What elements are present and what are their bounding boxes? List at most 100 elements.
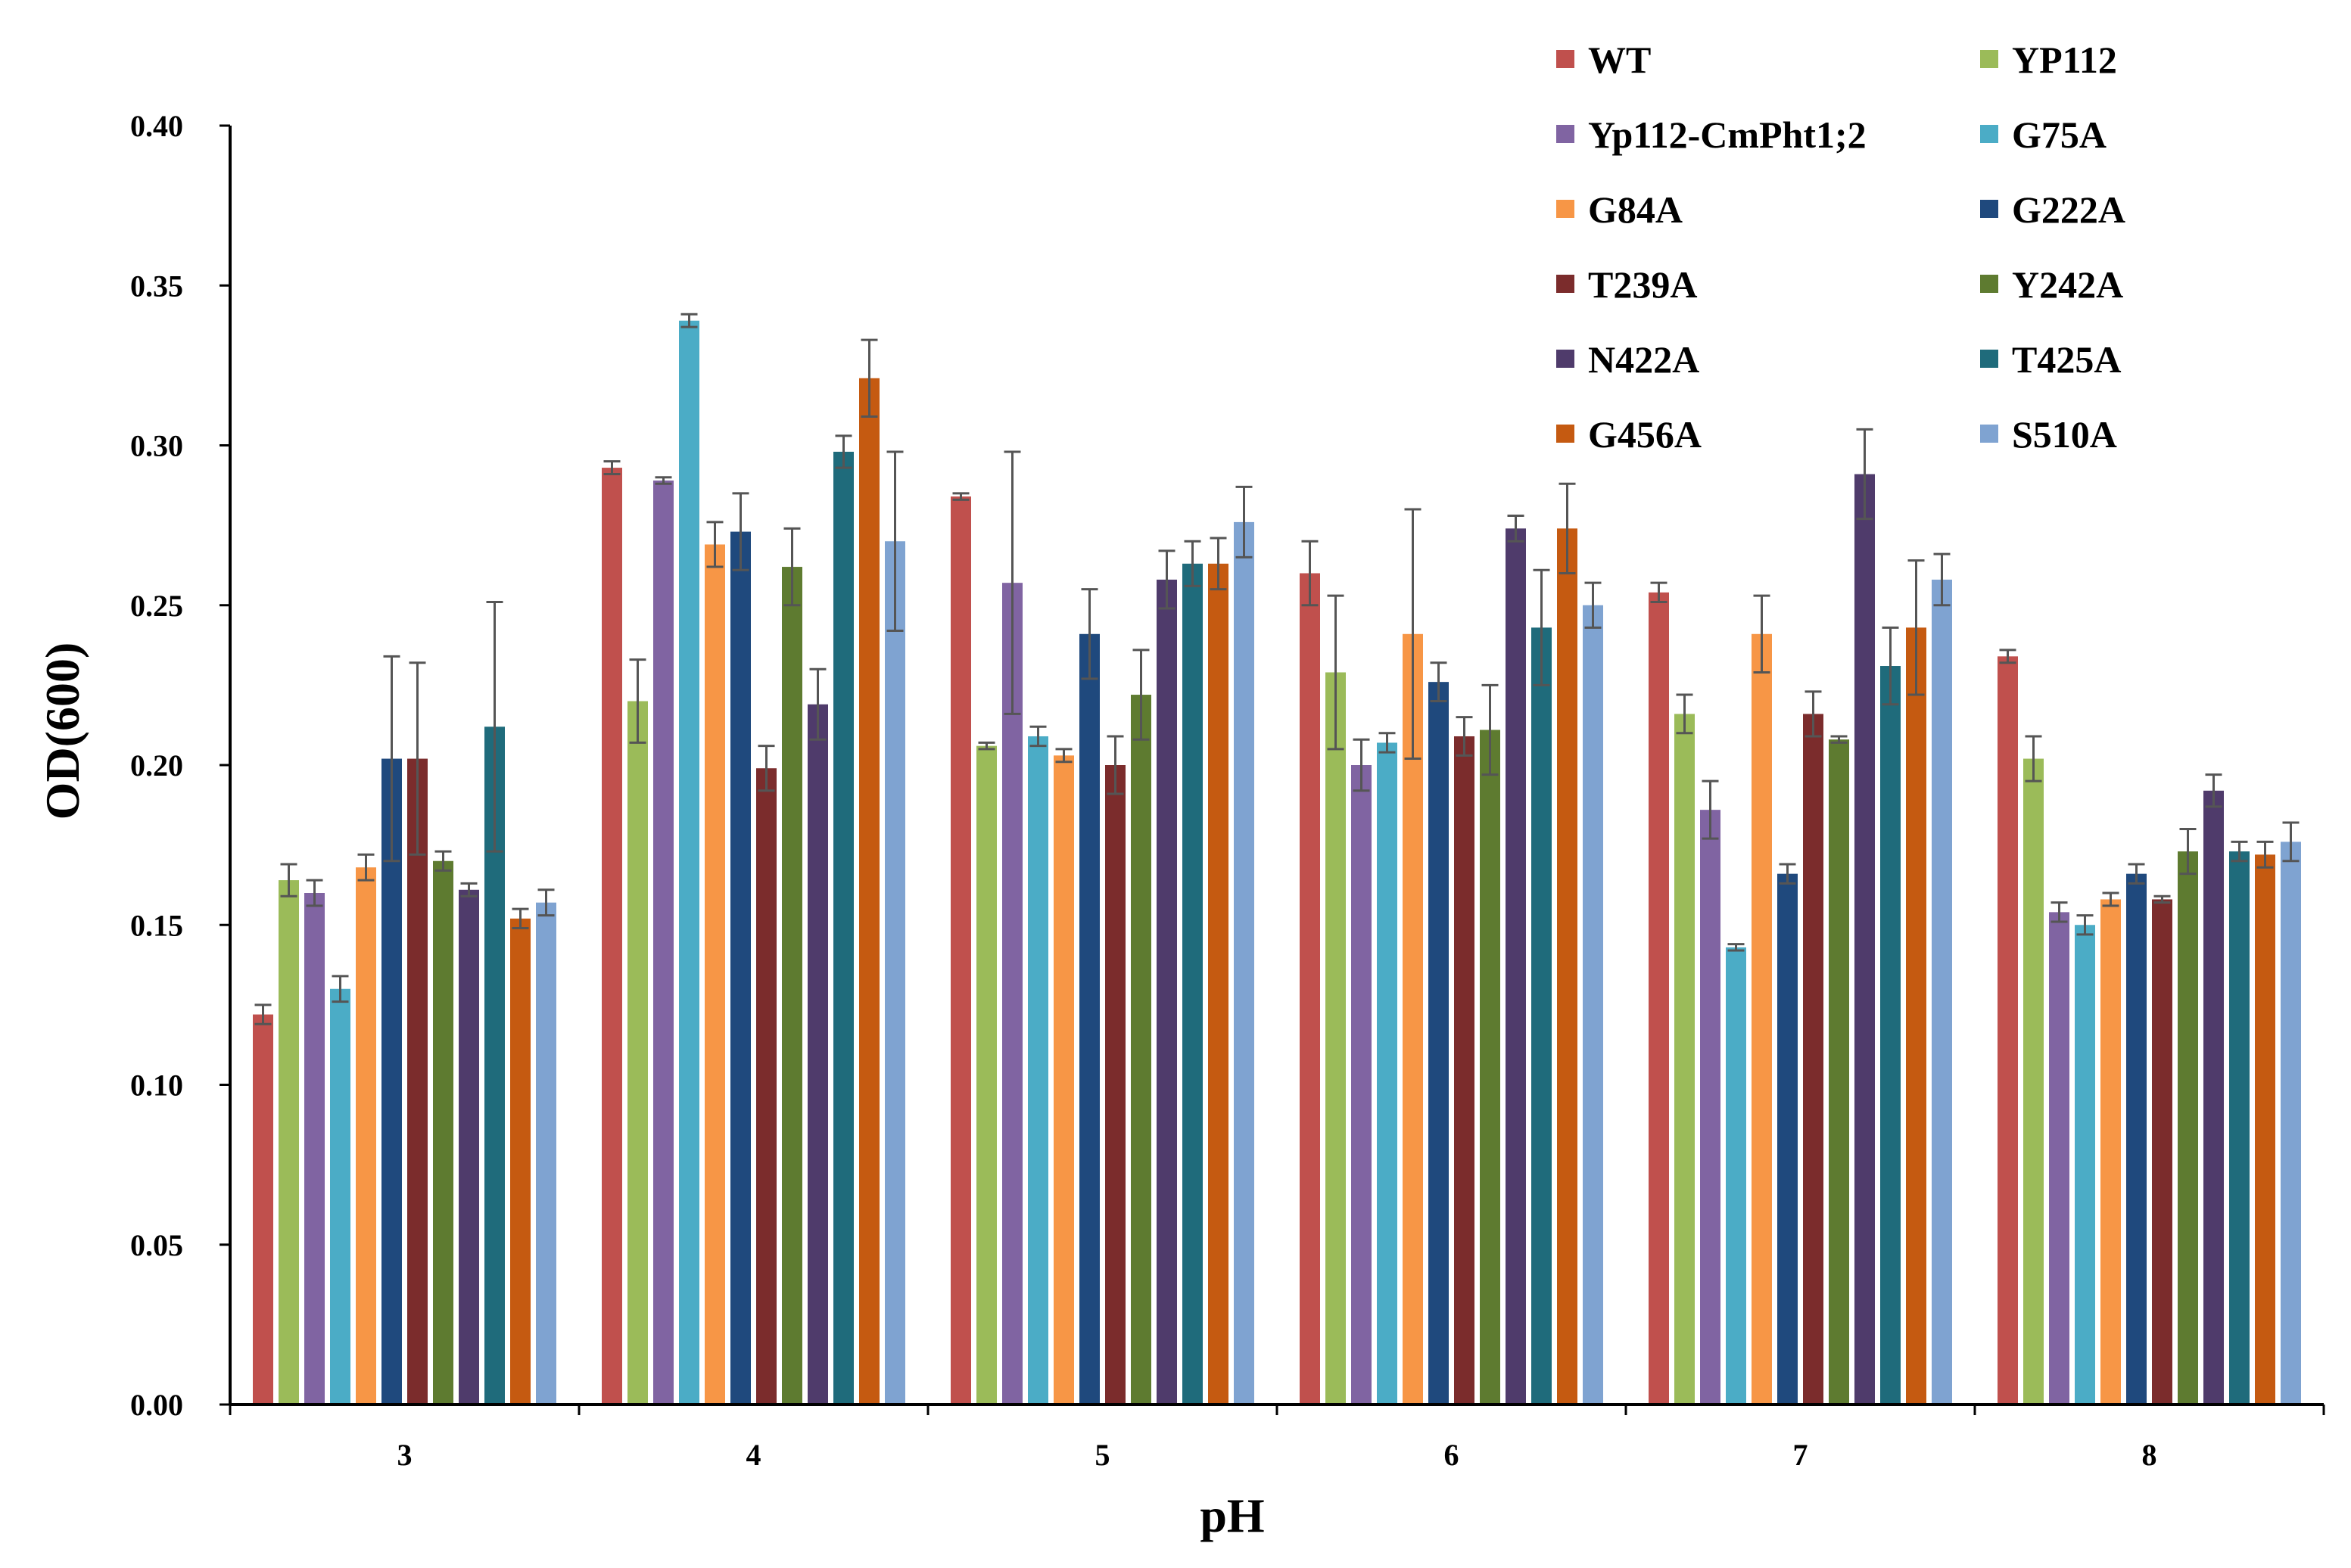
error-bar [1158,549,1176,610]
error-bar [1029,725,1047,748]
legend-swatch [1556,425,1574,443]
bar-n422a-ph-8 [2203,790,2224,1405]
error-bar [409,661,426,856]
bar-t425a-ph-8 [2229,851,2250,1405]
bar-g222a-ph-5 [1079,633,1100,1405]
bar-g84a-ph-7 [1752,633,1772,1405]
bar-y242a-ph-5 [1131,695,1151,1405]
bar-t239a-ph-3 [407,758,428,1405]
bar-yp112-cmpht1-2-ph-8 [2049,912,2069,1405]
bar-y242a-ph-6 [1480,730,1500,1405]
bar-t239a-ph-7 [1803,714,1823,1405]
error-bar [2025,735,2042,782]
error-bar [1702,779,1719,840]
legend-label: G75A [2012,114,2107,156]
error-bar [835,434,852,469]
error-bar [1650,581,1667,604]
error-bar [1753,594,1770,674]
bar-y242a-ph-7 [1829,739,1849,1405]
error-bar [254,1003,272,1025]
bar-wt-ph-5 [951,496,971,1405]
legend-swatch [1980,125,1998,143]
legend-label: T425A [2012,338,2121,381]
legend-label: G222A [2012,188,2125,231]
error-bar [1507,514,1524,543]
legend-item: YP112 [1980,39,2117,81]
bar-g75a-ph-6 [1377,742,1397,1405]
legend-swatch [1980,425,1998,443]
bar-g75a-ph-7 [1726,947,1746,1405]
error-bar [1584,581,1602,629]
bar-yp112-ph-8 [2023,758,2044,1405]
legend-label: YP112 [2012,39,2117,81]
legend-item: Yp112-CmPht1;2 [1556,114,1867,156]
error-bar [1184,540,1201,587]
error-bar [1481,683,1499,776]
legend-item: Y242A [1980,263,2123,306]
y-tick-label: 0.40 [130,109,183,143]
bar-s510a-ph-3 [536,902,556,1405]
bar-g84a-ph-6 [1403,633,1423,1405]
legend-item: T239A [1556,263,1697,306]
bar-s510a-ph-6 [1583,605,1603,1405]
legend-item: N422A [1556,338,1699,381]
error-bar [357,853,375,882]
y-tick-label: 0.10 [130,1069,183,1103]
x-tick-label: 5 [1095,1438,1110,1472]
x-tick-label: 6 [1444,1438,1459,1472]
error-bar [680,313,698,328]
bar-g456a-ph-3 [510,918,531,1405]
error-bar [2102,891,2119,907]
legend-swatch [1556,275,1574,293]
y-tick-label: 0.25 [130,589,183,623]
bar-yp112-ph-5 [976,745,997,1405]
legend-label: G456A [1588,413,1702,456]
error-bar [1856,428,1873,521]
error-bar [2153,894,2171,904]
error-bar [1907,559,1925,696]
error-bar [2205,773,2222,808]
x-tick-label: 3 [397,1438,413,1472]
legend-swatch [1556,200,1574,218]
legend-item: G456A [1556,413,1702,456]
error-bar [1327,594,1344,751]
x-tick-label: 4 [746,1438,761,1472]
legend-swatch [1980,350,1998,368]
bar-g456a-ph-4 [859,378,880,1405]
bar-n422a-ph-6 [1506,528,1526,1405]
bar-g75a-ph-8 [2075,925,2095,1405]
legend-item: T425A [1980,338,2121,381]
bar-y242a-ph-8 [2178,851,2198,1405]
bar-g75a-ph-3 [330,988,350,1405]
error-bar [1404,508,1421,761]
error-bar [1456,716,1473,757]
error-bar [978,741,995,751]
bar-g456a-ph-7 [1906,627,1926,1405]
legend-item: G84A [1556,188,1683,231]
bar-yp112-cmpht1-2-ph-4 [653,480,674,1405]
y-axis-ticks: 0.00 0.05 0.10 0.15 0.20 0.25 0.30 0.35 0.40 [130,109,230,1422]
error-bar [706,521,724,568]
error-bar [486,601,503,853]
x-tick-label: 8 [2142,1438,2157,1472]
bar-g84a-ph-4 [705,544,725,1405]
bar-g75a-ph-5 [1028,736,1048,1405]
error-bar [1004,450,1021,715]
error-bar [809,667,827,741]
error-bar [1081,588,1098,680]
error-bar [1727,943,1745,952]
error-bar [2128,863,2145,885]
bar-g456a-ph-5 [1208,563,1228,1405]
bar-s510a-ph-8 [2281,842,2301,1405]
error-bar [2179,828,2197,876]
error-bar [306,879,323,907]
y-axis-title: OD(600) [36,642,89,820]
y-tick-label: 0.00 [130,1388,183,1422]
error-bar [783,527,801,607]
error-bar [512,907,529,929]
error-bar [1055,748,1073,764]
error-bar [1882,626,1899,706]
error-bar [537,888,555,917]
bar-g222a-ph-7 [1777,873,1798,1405]
error-bar [2231,840,2248,863]
